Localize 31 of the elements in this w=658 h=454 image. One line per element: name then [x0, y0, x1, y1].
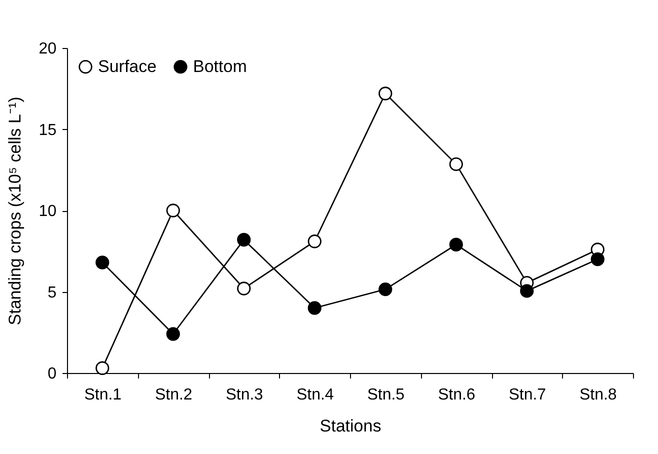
point [378, 282, 392, 296]
y-axis-title: Standing crops (x10⁵ cells L⁻¹) [6, 96, 25, 326]
x-tick-label: Stn.1 [84, 386, 122, 404]
point [449, 157, 463, 171]
point [166, 327, 180, 341]
point [166, 204, 180, 218]
x-tick-label: Stn.6 [438, 386, 476, 404]
x-tick-label: Stn.3 [226, 386, 264, 404]
point [590, 252, 604, 266]
point [308, 301, 322, 315]
x-tick-label: Stn.7 [508, 386, 546, 404]
point [520, 284, 534, 298]
y-tick-label: 15 [38, 122, 57, 139]
legend-label: Surface [98, 56, 157, 76]
point [308, 234, 322, 248]
y-tick-label: 0 [48, 366, 57, 382]
y-tick-label: 5 [48, 284, 57, 302]
y-tick-label: 20 [38, 40, 57, 58]
point [449, 238, 463, 252]
point [96, 256, 110, 270]
point [237, 282, 251, 296]
x-tick-label: Stn.5 [367, 386, 405, 404]
point [96, 361, 110, 375]
y-tick-label: 10 [38, 203, 57, 220]
legend-label: Bottom [193, 56, 247, 76]
point [237, 232, 251, 247]
x-axis-title: Stations [320, 416, 382, 436]
x-tick-label: Stn.4 [296, 386, 334, 404]
point [378, 86, 392, 100]
x-tick-label: Stn.2 [154, 386, 192, 404]
x-tick-label: Stn.8 [579, 386, 617, 404]
